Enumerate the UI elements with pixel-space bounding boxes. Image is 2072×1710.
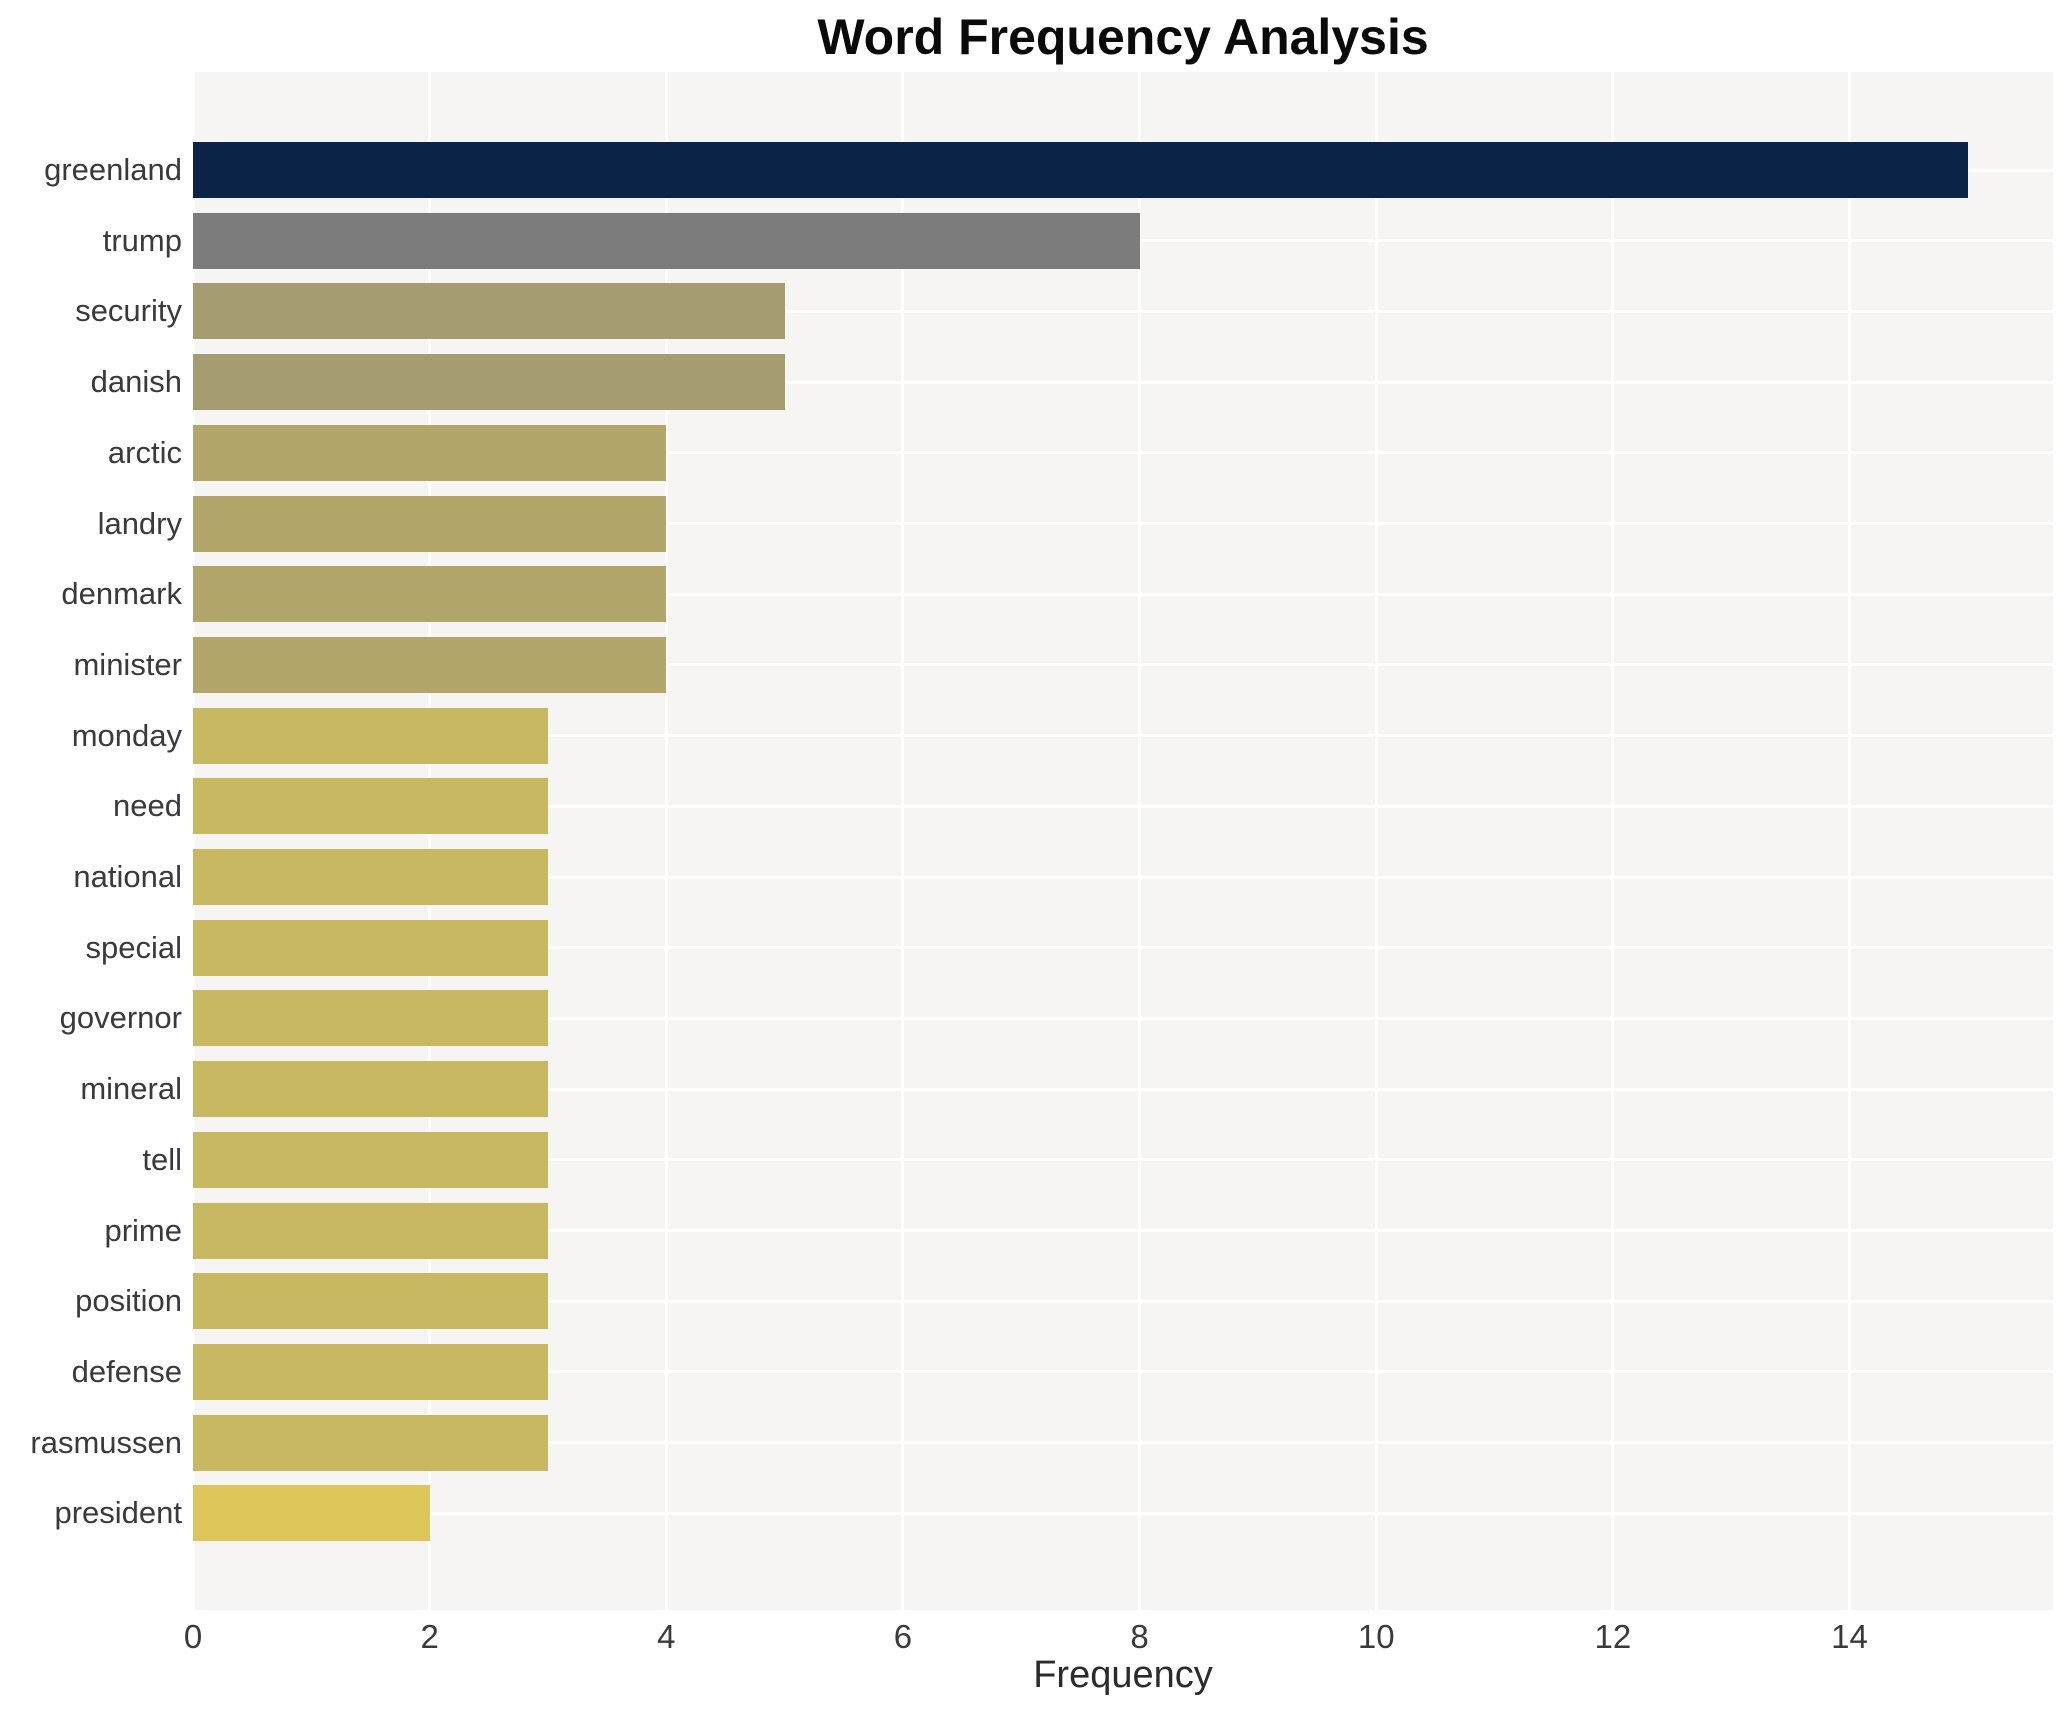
x-tick-label-12: 12 (1594, 1618, 1632, 1655)
y-tick-label-denmark: denmark (61, 576, 182, 612)
plot-area (191, 72, 2053, 1610)
gridline-y-president (193, 1511, 2053, 1515)
y-tick-label-special: special (85, 929, 183, 965)
y-tick-label-landry: landry (97, 505, 182, 541)
y-tick-label-monday: monday (71, 717, 182, 753)
bar-landry (193, 495, 667, 552)
gridline-x-0 (191, 72, 195, 1610)
y-tick-label-danish: danish (90, 364, 182, 400)
bar-president (193, 1485, 430, 1542)
y-tick-label-tell: tell (142, 1141, 182, 1177)
bar-security (193, 283, 785, 340)
bar-greenland (193, 142, 1968, 198)
y-tick-label-trump: trump (102, 222, 182, 258)
bar-trump (193, 212, 1140, 269)
bar-governor (193, 990, 548, 1047)
gridline-y-landry (193, 522, 2053, 525)
x-tick-label-10: 10 (1357, 1618, 1395, 1655)
bar-special (193, 919, 548, 976)
gridline-x-6 (901, 72, 905, 1610)
gridline-x-12 (1611, 72, 1615, 1610)
bar-position (193, 1273, 548, 1330)
y-tick-label-arctic: arctic (107, 434, 182, 470)
gridline-y-national (193, 875, 2053, 879)
y-tick-label-governor: governor (59, 1000, 182, 1036)
bar-denmark (193, 566, 667, 623)
x-tick-label-8: 8 (1130, 1618, 1149, 1655)
gridline-y-minister (193, 663, 2053, 667)
x-tick-label-6: 6 (893, 1618, 913, 1655)
y-tick-label-position: position (75, 1283, 182, 1319)
gridline-y-defense (193, 1370, 2053, 1374)
y-tick-label-minister: minister (73, 646, 182, 682)
y-tick-label-prime: prime (104, 1212, 182, 1248)
bar-defense (193, 1343, 548, 1400)
gridline-y-monday (193, 734, 2053, 738)
gridline-y-mineral (193, 1087, 2053, 1091)
gridline-y-governor (193, 1016, 2053, 1020)
bar-monday (193, 707, 548, 764)
gridline-y-denmark (193, 592, 2053, 596)
y-tick-label-greenland: greenland (44, 152, 182, 187)
y-tick-label-defense: defense (71, 1353, 182, 1389)
gridline-x-10 (1374, 72, 1378, 1610)
x-tick-label-2: 2 (420, 1618, 439, 1655)
x-axis-title: Frequency (1033, 1654, 1213, 1696)
y-tick-label-mineral: mineral (80, 1071, 182, 1107)
gridline-y-rasmussen (193, 1441, 2053, 1445)
y-tick-label-president: president (54, 1495, 182, 1531)
gridline-y-tell (193, 1158, 2053, 1162)
gridline-x-2 (428, 72, 432, 1610)
bar-tell (193, 1131, 548, 1188)
y-tick-label-security: security (75, 293, 182, 329)
y-tick-label-rasmussen: rasmussen (30, 1424, 182, 1460)
gridline-x-14 (1847, 72, 1851, 1610)
gridline-y-arctic (193, 451, 2053, 455)
gridline-y-need (193, 804, 2053, 808)
bar-mineral (193, 1061, 548, 1118)
bar-danish (193, 354, 785, 411)
bar-minister (193, 636, 667, 693)
y-tick-label-need: need (113, 788, 182, 824)
bar-national (193, 849, 548, 905)
gridline-x-4 (664, 72, 668, 1610)
bar-rasmussen (193, 1414, 548, 1471)
bar-need (193, 778, 548, 835)
bar-arctic (193, 424, 667, 481)
gridline-y-danish (193, 380, 2053, 384)
chart-title: Word Frequency Analysis (817, 9, 1429, 65)
gridline-y-special (193, 946, 2053, 950)
bar-prime (193, 1202, 548, 1259)
x-tick-label-0: 0 (183, 1618, 203, 1655)
x-tick-label-14: 14 (1831, 1618, 1868, 1655)
x-tick-label-4: 4 (657, 1618, 676, 1655)
gridline-y-position (193, 1299, 2053, 1303)
gridline-x-8 (1138, 72, 1142, 1610)
gridline-y-security (193, 309, 2053, 313)
y-tick-label-national: national (73, 859, 182, 894)
gridline-y-prime (193, 1229, 2053, 1232)
